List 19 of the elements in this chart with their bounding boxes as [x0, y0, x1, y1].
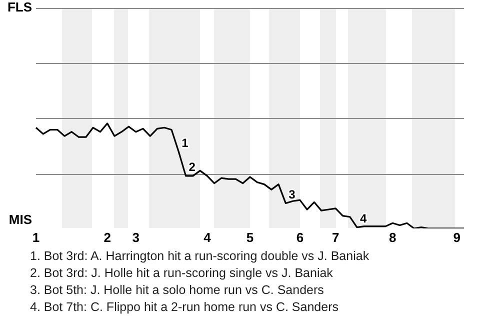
- x-tick-label: 5: [246, 230, 254, 245]
- annotation: 3: [288, 188, 296, 202]
- x-tick-label: 9: [453, 230, 460, 245]
- x-tick-label: 7: [332, 230, 340, 245]
- text: 4. Bot 7th: C. Flippo hit a 2-run home run vs C. Sanders: [30, 299, 340, 316]
- x-tick-label: 8: [389, 230, 396, 245]
- x-tick-label: 2: [104, 230, 111, 245]
- text: 2. Bot 3rd: J. Holle hit a run-scoring single vs J. Baniak: [30, 265, 334, 282]
- x-tick-label: 1: [32, 230, 40, 245]
- annotation: 1: [182, 136, 189, 150]
- annotation: 2: [188, 160, 196, 174]
- text: FLS: [7, 0, 32, 15]
- text: 1. Bot 3rd: A. Harrington hit a run-scoring double vs J. Baniak: [30, 248, 370, 265]
- text: MIS: [8, 212, 32, 227]
- annotation: 4: [360, 212, 367, 226]
- x-tick-label: 3: [132, 230, 140, 245]
- x-tick-label: 4: [204, 230, 212, 245]
- text: 3. Bot 5th: J. Holle hit a solo home run vs C. Sanders: [30, 282, 325, 299]
- x-tick-label: 6: [296, 230, 304, 245]
